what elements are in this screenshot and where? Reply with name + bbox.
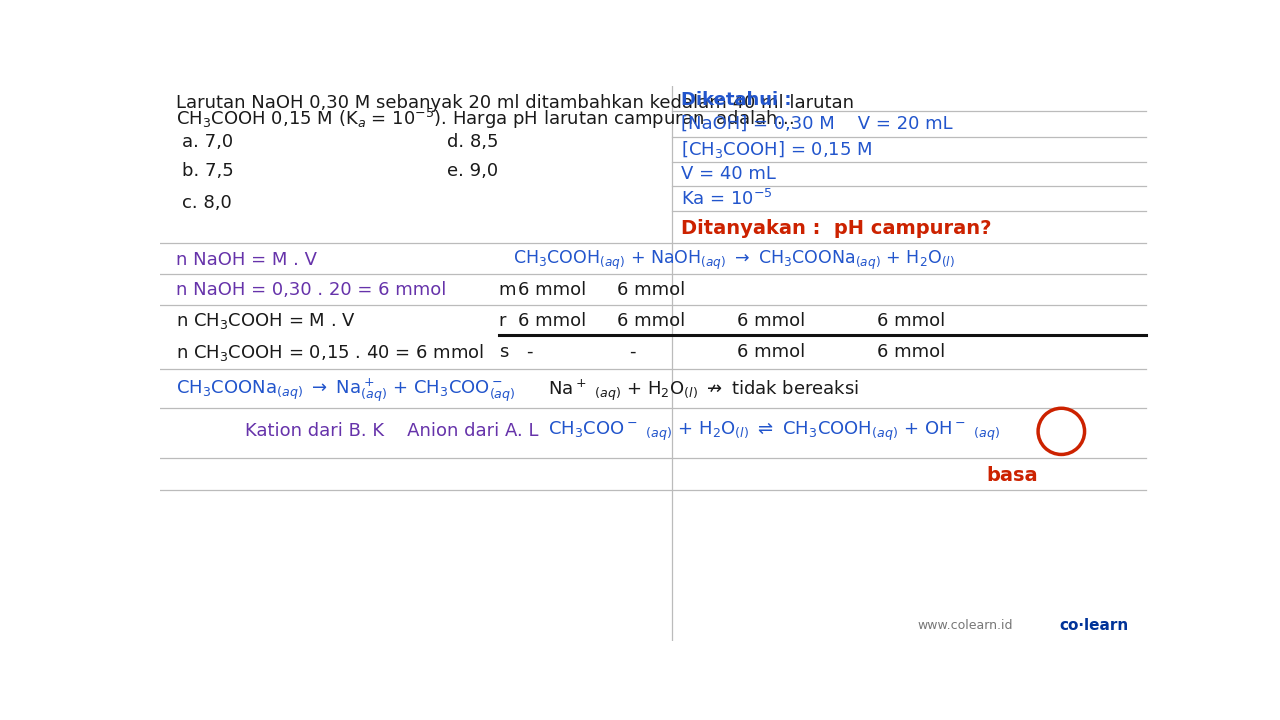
Text: co·learn: co·learn [1059,618,1128,633]
Text: Larutan NaOH 0,30 M sebanyak 20 ml ditambahkan kedalam 40 ml larutan: Larutan NaOH 0,30 M sebanyak 20 ml ditam… [175,94,854,112]
Text: Na$^+$ $_{(aq)}$ + H$_2$O$_{(l)}$ $\nrightarrow$ tidak bereaksi: Na$^+$ $_{(aq)}$ + H$_2$O$_{(l)}$ $\nrig… [548,378,859,403]
Text: [NaOH] = 0,30 M    V = 20 mL: [NaOH] = 0,30 M V = 20 mL [681,114,952,132]
Text: n CH$_3$COOH = 0,15 . 40 = 6 mmol: n CH$_3$COOH = 0,15 . 40 = 6 mmol [175,341,484,363]
Text: [CH$_3$COOH] = 0,15 M: [CH$_3$COOH] = 0,15 M [681,139,872,160]
Text: 6 mmol: 6 mmol [617,312,686,330]
Text: Diketahui :: Diketahui : [681,91,791,109]
Text: 6 mmol: 6 mmol [518,282,586,300]
Text: CH$_3$COOH 0,15 M (K$_a$ = 10$^{-5}$). Harga pH larutan campuran  adalah...: CH$_3$COOH 0,15 M (K$_a$ = 10$^{-5}$). H… [175,107,794,131]
Text: 6 mmol: 6 mmol [617,282,686,300]
Text: a. 7,0: a. 7,0 [182,132,233,150]
Text: b. 7,5: b. 7,5 [182,162,233,180]
Text: n CH$_3$COOH = M . V: n CH$_3$COOH = M . V [175,311,356,331]
Text: CH$_3$COOH$_{(aq)}$ + NaOH$_{(aq)}$ $\rightarrow$ CH$_3$COONa$_{(aq)}$ + H$_2$O$: CH$_3$COOH$_{(aq)}$ + NaOH$_{(aq)}$ $\ri… [512,249,955,272]
Text: 6 mmol: 6 mmol [737,343,805,361]
Text: 6 mmol: 6 mmol [877,312,945,330]
Text: basa: basa [987,466,1038,485]
Text: n NaOH = 0,30 . 20 = 6 mmol: n NaOH = 0,30 . 20 = 6 mmol [175,282,445,300]
Text: CH$_3$COO$^-$ $_{(aq)}$ + H$_2$O$_{(l)}$ $\rightleftharpoons$ CH$_3$COOH$_{(aq)}: CH$_3$COO$^-$ $_{(aq)}$ + H$_2$O$_{(l)}$… [548,420,1000,443]
Text: r: r [499,312,506,330]
Text: m: m [499,282,516,300]
Text: d. 8,5: d. 8,5 [447,132,498,150]
Text: V = 40 mL: V = 40 mL [681,165,776,183]
Text: Ka = 10$^{-5}$: Ka = 10$^{-5}$ [681,189,773,209]
Text: -: - [628,343,635,361]
Text: -: - [526,343,532,361]
Text: www.colearn.id: www.colearn.id [916,619,1012,632]
Text: CH$_3$COONa$_{(aq)}$ $\rightarrow$ Na$^+_{(aq)}$ + CH$_3$COO$^-_{(aq)}$: CH$_3$COONa$_{(aq)}$ $\rightarrow$ Na$^+… [175,377,515,405]
Text: e. 9,0: e. 9,0 [447,162,498,180]
Text: Kation dari B. K    Anion dari A. L: Kation dari B. K Anion dari A. L [246,423,539,441]
Text: 6 mmol: 6 mmol [737,312,805,330]
Text: 6 mmol: 6 mmol [877,343,945,361]
Text: Ditanyakan :  pH campuran?: Ditanyakan : pH campuran? [681,219,991,238]
Text: s: s [499,343,508,361]
Text: c. 8,0: c. 8,0 [182,194,232,212]
Text: 6 mmol: 6 mmol [518,312,586,330]
Text: n NaOH = M . V: n NaOH = M . V [175,251,316,269]
